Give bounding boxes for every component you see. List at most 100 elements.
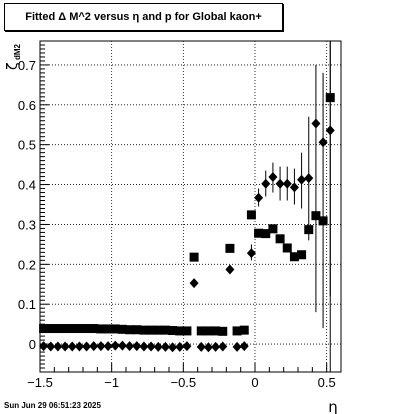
square-marker [74, 324, 84, 334]
square-marker [239, 325, 249, 335]
diamond-marker [282, 178, 292, 189]
x-tick-label: −1 [104, 375, 119, 390]
x-tick-label: 0 [251, 375, 258, 390]
grid [39, 41, 341, 372]
diamond-marker [74, 341, 84, 352]
diamond-marker [160, 341, 170, 352]
square-marker [125, 325, 135, 335]
diamond-marker [103, 341, 113, 352]
square-marker [246, 210, 256, 220]
diamond-marker [139, 341, 149, 352]
y-tick-label: 0.1 [18, 297, 36, 312]
square-marker [311, 211, 321, 221]
y-axis-label-subscript: dM2 [13, 43, 22, 60]
square-marker [203, 326, 213, 336]
square-marker [196, 326, 206, 336]
square-marker [268, 224, 278, 234]
diamond-marker [246, 248, 256, 259]
square-marker [53, 324, 63, 334]
y-tick-label: 0.5 [18, 138, 36, 153]
square-marker [232, 326, 242, 336]
diamond-marker [53, 341, 63, 352]
axes: −1.5 −1 −0.5 0 0.5 0 0.1 0.2 0.3 0.4 0.5 0.6 0.7 η ζ dM… [5, 40, 342, 414]
diamond-marker [196, 341, 206, 352]
square-marker [110, 324, 120, 334]
square-marker [218, 326, 228, 336]
square-marker [132, 325, 142, 335]
diamond-marker [89, 341, 99, 352]
y-tick-label: 0.3 [18, 217, 36, 232]
diamond-marker [254, 192, 264, 203]
square-marker [117, 324, 127, 334]
diamond-marker [297, 174, 307, 185]
square-marker [297, 250, 307, 260]
square-marker [189, 252, 199, 262]
diamond-marker [232, 341, 242, 352]
square-marker [139, 325, 149, 335]
y-axis-label: ζ [5, 62, 21, 70]
square-marker [182, 326, 192, 336]
square-marker [289, 252, 299, 262]
diamond-marker [96, 341, 106, 352]
square-marker [261, 229, 271, 239]
plot-frame [39, 40, 342, 373]
diamond-marker [117, 340, 127, 351]
x-tick-label: 0.5 [318, 375, 336, 390]
y-tick-label: 0.7 [18, 58, 36, 73]
square-marker [254, 228, 264, 238]
x-tick-label: −0.5 [170, 375, 196, 390]
square-marker [60, 324, 70, 334]
diamond-marker [218, 341, 228, 352]
square-marker [82, 324, 92, 334]
y-tick-label: 0.4 [18, 178, 36, 193]
square-marker [96, 324, 106, 334]
diamond-marker [275, 178, 285, 189]
diamond-marker [182, 341, 192, 352]
square-marker [275, 234, 285, 244]
diamond-marker [311, 118, 321, 129]
square-marker [46, 324, 56, 334]
square-marker [211, 326, 221, 336]
diamond-marker [268, 171, 278, 182]
diamond-marker [39, 341, 49, 352]
diamond-marker [110, 340, 120, 351]
square-marker [160, 325, 170, 335]
diamond-marker [146, 341, 156, 352]
diamond-marker [132, 341, 142, 352]
square-marker [168, 326, 178, 336]
square-marker [153, 325, 163, 335]
square-marker [318, 216, 328, 226]
y-tick-label: 0.2 [18, 257, 36, 272]
square-marker [175, 326, 185, 336]
y-tick-label: 0.6 [18, 98, 36, 113]
diamond-marker [289, 182, 299, 193]
diamond-marker [67, 341, 77, 352]
diamond-marker [239, 341, 249, 352]
diamond-marker [82, 341, 92, 352]
square-marker [146, 325, 156, 335]
square-marker [67, 324, 77, 334]
diamond-marker [153, 341, 163, 352]
diamond-marker [225, 264, 235, 275]
square-marker [304, 225, 314, 235]
data-series [39, 93, 335, 353]
diamond-marker [125, 341, 135, 352]
diamond-marker [318, 137, 328, 148]
diamond-marker [60, 341, 70, 352]
chart-title: Fitted Δ M^2 versus η and p for Global k… [4, 3, 283, 31]
x-axis-label: η [328, 398, 338, 414]
diamond-marker [168, 342, 178, 353]
diamond-marker [211, 341, 221, 352]
square-marker [89, 324, 99, 334]
diamond-marker [304, 173, 314, 184]
square-marker [225, 243, 235, 253]
diamond-marker [189, 278, 199, 289]
timestamp: Sun Jun 29 06:51:23 2025 [4, 401, 101, 410]
square-marker [282, 243, 292, 253]
x-tick-label: −1.5 [27, 375, 53, 390]
diamond-marker [203, 342, 213, 353]
diamond-marker [261, 178, 271, 189]
diamond-marker [175, 341, 185, 352]
square-marker [103, 324, 113, 334]
